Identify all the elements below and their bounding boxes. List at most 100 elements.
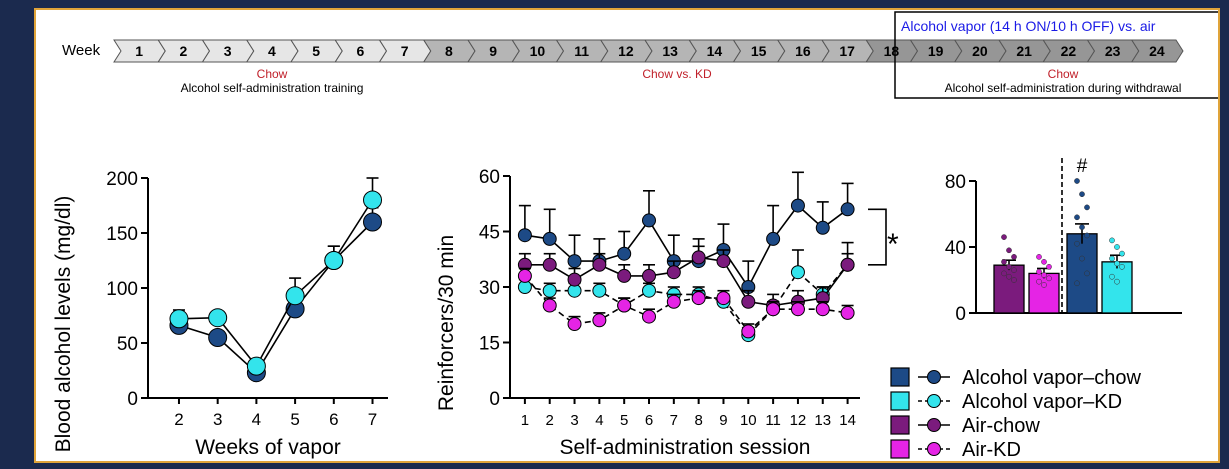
data-point (517, 228, 532, 243)
phase3-box (894, 11, 1218, 99)
timeline-week-number: 3 (224, 43, 232, 59)
timeline-week-number: 10 (530, 43, 546, 59)
data-dot (1109, 255, 1115, 262)
data-dot (1041, 272, 1047, 278)
data-dot (1041, 282, 1047, 288)
data-point (542, 298, 557, 313)
x-tick-label: 10 (740, 412, 757, 429)
data-dot (1074, 240, 1080, 247)
timeline-week-number: 4 (268, 43, 276, 59)
data-point (542, 257, 557, 272)
data-point (766, 302, 781, 317)
data-dot (1079, 191, 1085, 198)
x-tick-label: 11 (765, 412, 781, 429)
x-tick-label: 2 (546, 412, 554, 429)
x-axis-label: Self-administration session (560, 436, 811, 459)
chart-1: 0 50 100 150 200 2 3 4 5 6 7 Weeks of vapor Blood al… (52, 169, 388, 459)
y-tick-label: 50 (117, 334, 138, 355)
data-dot (1046, 275, 1052, 282)
data-point (666, 294, 681, 309)
data-point (642, 309, 657, 324)
series-2 (169, 177, 383, 376)
y-tick-label: 30 (479, 278, 500, 299)
legend-marker (927, 394, 941, 408)
data-dot (1036, 278, 1042, 285)
y-tick-label: 45 (479, 223, 500, 244)
phase1-diet: Chow (257, 67, 288, 81)
significance-hash: # (1077, 156, 1088, 177)
legend-swatch (890, 439, 910, 459)
x-tick-label: 12 (790, 412, 807, 429)
data-dot (1041, 259, 1047, 265)
x-tick-label: 2 (174, 410, 183, 429)
legend-item: Alcohol vapor–KD (890, 391, 1122, 413)
x-tick-label: 6 (329, 410, 338, 429)
timeline-week-number: 2 (179, 43, 187, 59)
timeline-week-number: 11 (574, 43, 589, 59)
data-dot (1084, 204, 1090, 211)
data-point (642, 283, 657, 298)
x-tick-label: 5 (620, 412, 628, 429)
legend-item: Air-chow (890, 415, 1040, 437)
legend-label: Alcohol vapor–KD (962, 391, 1122, 413)
significance-asterisk: * (887, 228, 899, 261)
timeline-week-number: 18 (884, 43, 900, 59)
data-dot (1074, 214, 1080, 221)
significance-bracket (868, 208, 887, 266)
data-dot (1114, 260, 1120, 267)
data-dot (1011, 254, 1017, 260)
data-dot (1074, 178, 1080, 184)
data-point (840, 257, 855, 272)
timeline-week-number: 14 (707, 43, 723, 59)
legend-marker (927, 442, 941, 456)
legend-label: Alcohol vapor–chow (962, 367, 1142, 389)
data-point (840, 305, 855, 320)
data-point (691, 291, 706, 306)
timeline-week-number: 9 (489, 43, 497, 59)
data-point (208, 328, 228, 347)
timeline-week-number: 24 (1149, 43, 1165, 59)
series-4 (517, 267, 855, 339)
y-tick-label: 40 (945, 238, 966, 259)
timeline-week-label: Week (62, 42, 101, 59)
data-point (208, 308, 228, 328)
data-point (790, 302, 805, 317)
legend-marker (927, 418, 941, 432)
y-axis-label: Reinforcers/30 min (435, 235, 458, 411)
figure-canvas: Week 1 2 3 4 5 6 7 8 9 10 11 12 13 14 15 16 17 18 19 20 21 22 2… (52, 11, 1218, 461)
data-point (324, 251, 344, 270)
phase3-header: Alcohol vapor (14 h ON/10 h OFF) vs. air (901, 18, 1156, 34)
data-point (691, 250, 706, 265)
timeline-week-number: 16 (795, 43, 811, 59)
data-point (567, 254, 582, 269)
data-dot (1114, 244, 1120, 250)
data-dot (1074, 280, 1080, 287)
data-point (567, 272, 582, 287)
y-tick-label: 60 (479, 167, 500, 188)
timeline-week-number: 1 (135, 43, 143, 59)
legend-label: Air-chow (962, 415, 1040, 437)
x-tick-label: 13 (814, 412, 831, 429)
data-dot (1109, 273, 1115, 280)
data-point (815, 302, 830, 317)
data-point (592, 257, 607, 272)
data-point (169, 309, 189, 329)
x-tick-label: 7 (368, 410, 377, 429)
data-dot (1001, 259, 1007, 265)
data-dot (1006, 263, 1012, 270)
data-dot (1084, 232, 1090, 239)
legend-marker (927, 370, 941, 384)
phase2-diet: Chow vs. KD (642, 67, 712, 81)
data-dot (1079, 255, 1085, 262)
data-point (592, 313, 607, 328)
data-dot (1046, 263, 1052, 270)
data-point (617, 246, 632, 261)
data-dot (1036, 268, 1042, 275)
data-dot (1011, 267, 1017, 273)
series-1 (169, 206, 383, 383)
data-point (790, 265, 805, 280)
data-dot (1036, 254, 1042, 260)
data-point (542, 283, 557, 298)
data-point (517, 268, 532, 283)
